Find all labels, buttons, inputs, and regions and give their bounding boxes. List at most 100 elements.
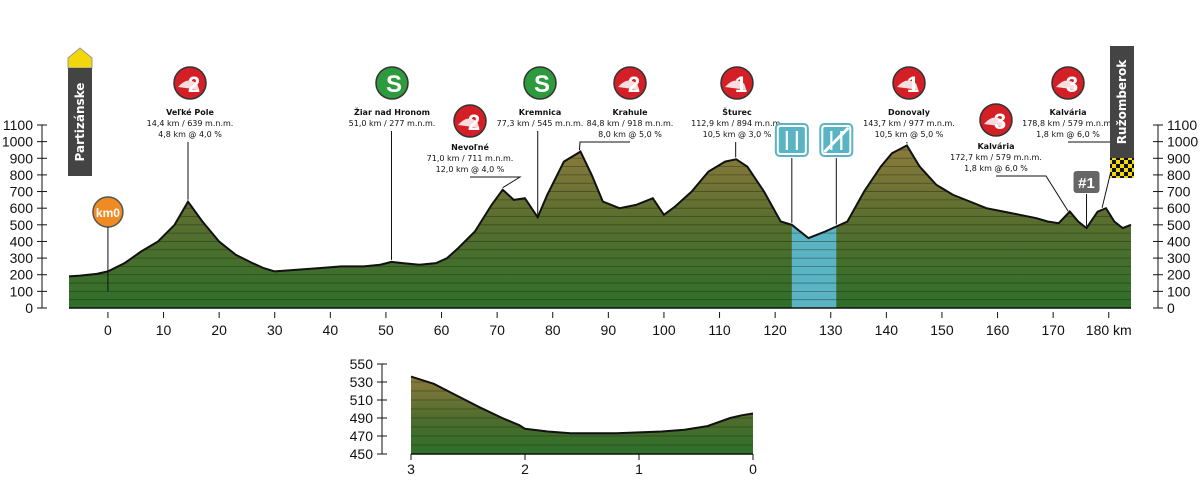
y-tick-label-right: 700	[1167, 184, 1191, 200]
x-tick-label: 100	[652, 322, 676, 338]
sprint-name: Kremnica	[519, 108, 561, 117]
no-feed-zone-icon	[819, 123, 854, 225]
lap-label: #1	[1078, 175, 1095, 192]
climb-category-badge-label: 3	[1066, 72, 1078, 97]
y-tick-label-left: 500	[10, 217, 34, 233]
climb-name: Donovaly	[888, 108, 931, 117]
sprint-detail: 51,0 km / 277 m.n.m.	[349, 119, 436, 128]
climb-marker: 3 Kalvária 178,8 km / 579 m.n.m. 1,8 km @ 6…	[1022, 66, 1119, 208]
climb-marker: 2 Nevoľné 71,0 km / 711 m.n.m. 12,0 km @ 4,…	[427, 104, 522, 189]
x-tick-label: 20	[211, 322, 227, 338]
y-tick-label-right: 1000	[1167, 134, 1198, 150]
x-tick-label: 50	[378, 322, 394, 338]
y-tick-label-left: 200	[10, 267, 34, 283]
y-tick-label-right: 1100	[1167, 117, 1197, 133]
y-tick-label-left: 400	[10, 233, 34, 249]
mountain-icon	[1056, 80, 1078, 90]
climb-category-badge-label: 2	[468, 110, 480, 135]
y-tick-label-left: 1000	[2, 134, 33, 150]
climb-detail-1: 112,9 km / 894 m.n.m.	[691, 119, 783, 128]
finish-town-box	[1110, 46, 1134, 158]
climb-detail-1: 143,7 km / 977 m.n.m.	[863, 119, 955, 128]
climb-detail-2: 4,8 km @ 4,0 %	[158, 130, 222, 139]
y-tick-label-right: 900	[1167, 150, 1191, 166]
x-tick-label: 140	[875, 322, 899, 338]
climb-detail-1: 172,7 km / 579 m.n.m.	[950, 153, 1042, 162]
mountain-icon	[725, 80, 747, 90]
climb-name: Veľké Pole	[166, 107, 214, 117]
climb-marker: 2 Krahule 84,8 km / 918 m.n.m. 8,0 km @ 5,0…	[578, 66, 674, 151]
climb-leader-line	[996, 175, 1069, 212]
mini-x-tick-label: 1	[635, 461, 643, 477]
climb-category-badge: 1	[892, 66, 926, 100]
climb-detail-1: 71,0 km / 711 m.n.m.	[427, 154, 514, 163]
mini-y-tick-label: 510	[350, 392, 374, 408]
strike	[823, 126, 850, 154]
climb-marker: 2 Veľké Pole 14,4 km / 639 m.n.m. 4,8 km @ …	[147, 66, 233, 200]
climb-detail-2: 8,0 km @ 5,0 %	[598, 130, 662, 139]
y-tick-label-left: 300	[10, 250, 34, 266]
start-town-label: Partizánske	[73, 83, 87, 162]
mountain-icon	[458, 118, 480, 128]
elevation-line	[68, 144, 1132, 278]
climb-detail-2: 1,8 km @ 6,0 %	[964, 164, 1028, 173]
km0-marker: km0	[92, 196, 124, 292]
climb-category-badge-label: 2	[188, 72, 200, 97]
x-tick-label: 180 km	[1086, 322, 1132, 338]
mini-y-tick-label: 490	[350, 410, 374, 426]
feed-zone-icon	[774, 123, 809, 223]
x-axis: 0 10 20 30 40 50 60 70 80 90 100 110 120 130 140 150 160…	[104, 312, 1132, 338]
mini-y-tick-label: 450	[350, 446, 374, 462]
climb-category-badge: 3	[979, 103, 1013, 137]
y-tick-label-left: 1100	[3, 117, 33, 133]
climb-detail-2: 10,5 km @ 5,0 %	[875, 130, 944, 139]
sprint-name: Žiar nad Hronom	[354, 106, 430, 117]
y-tick-label-left: 800	[10, 167, 34, 183]
y-tick-label-right: 100	[1167, 283, 1191, 299]
y-tick-label-left: 100	[10, 283, 34, 299]
x-tick-label: 10	[156, 322, 172, 338]
finish-town: Ružomberok	[1110, 46, 1134, 178]
climb-name: Nevoľné	[451, 142, 489, 152]
sprint-marker: S Kremnica 77,3 km / 545 m.n.m.	[497, 66, 584, 216]
y-tick-label-left: 900	[10, 150, 34, 166]
climb-category-badge-label: 2	[628, 72, 640, 97]
sprint-marker: S Žiar nad Hronom 51,0 km / 277 m.n.m.	[349, 66, 436, 260]
x-tick-label: 30	[267, 322, 283, 338]
climb-leader-line	[578, 141, 630, 151]
x-tick-label: 70	[489, 322, 505, 338]
y-tick-label-right: 500	[1167, 217, 1191, 233]
y-tick-label-right: 400	[1167, 233, 1191, 249]
mini-x-tick-label: 0	[749, 461, 757, 477]
mountain-icon	[897, 80, 919, 90]
climb-category-badge: 1	[720, 66, 754, 100]
x-tick-label: 0	[104, 322, 112, 338]
km0-label: km0	[96, 206, 120, 220]
climb-name: Krahule	[612, 108, 648, 117]
climb-category-badge: 2	[613, 66, 647, 100]
finish-checkered-icon	[1110, 158, 1134, 178]
x-tick-label: 150	[930, 322, 954, 338]
mini-y-axis: 450 470 490 510 530 550	[350, 356, 387, 462]
x-tick-label: 110	[708, 322, 731, 338]
climb-marker: 3 Kalvária 172,7 km / 579 m.n.m. 1,8 km @ 6…	[950, 103, 1069, 212]
sprint-badge-circle	[375, 66, 409, 100]
climb-detail-1: 84,8 km / 918 m.n.m.	[587, 119, 674, 128]
finish-town-label: Ružomberok	[1115, 59, 1129, 144]
climb-detail-2: 1,8 km @ 6,0 %	[1036, 130, 1100, 139]
start-town-box	[68, 68, 92, 176]
x-tick-label: 60	[434, 322, 450, 338]
mini-x-tick-label: 3	[407, 461, 415, 477]
sprint-detail: 77,3 km / 545 m.n.m.	[497, 119, 584, 128]
y-tick-label-right: 800	[1167, 167, 1191, 183]
start-town: Partizánske	[67, 47, 93, 176]
x-tick-label: 130	[819, 322, 843, 338]
climb-detail-1: 178,8 km / 579 m.n.m.	[1022, 119, 1114, 128]
sprint-badge-circle	[523, 66, 557, 100]
mini-y-tick-label: 530	[350, 374, 374, 390]
y-tick-label-left: 600	[10, 200, 34, 216]
y-tick-label-right: 0	[1167, 300, 1175, 316]
climb-category-badge: 3	[1051, 66, 1085, 100]
